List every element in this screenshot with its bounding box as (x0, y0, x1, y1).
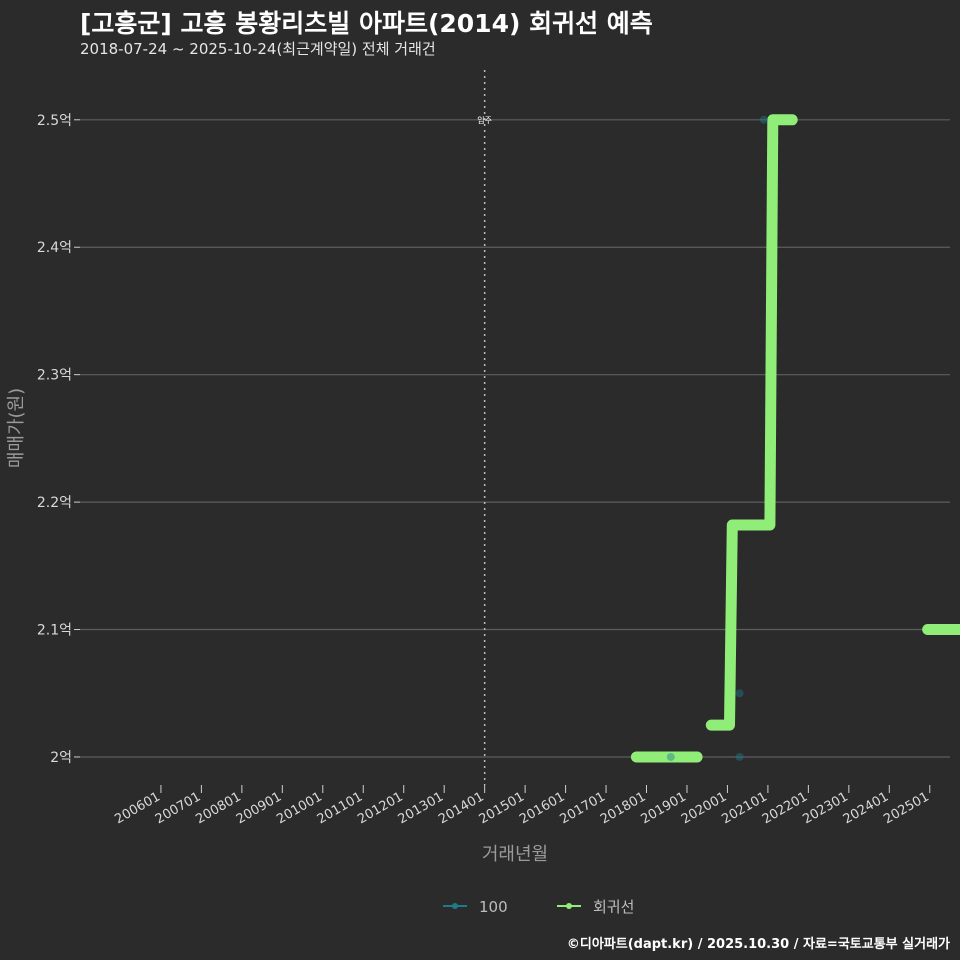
chart-title: [고흥군] 고흥 봉황리츠빌 아파트(2014) 회귀선 예측 (80, 9, 653, 38)
y-tick-label: 2.5억 (37, 113, 72, 129)
y-tick-label: 2.4억 (37, 240, 72, 256)
y-tick-label: 2.1억 (37, 623, 72, 639)
x-tick-label: 201501 (477, 789, 527, 827)
transaction-point (735, 689, 744, 698)
y-tick-label: 2억 (50, 750, 72, 766)
x-tick-label: 202501 (881, 789, 931, 827)
x-tick-label: 202401 (841, 789, 891, 827)
source-caption: ©디아파트(dapt.kr) / 2025.10.30 / 자료=국토교통부 실… (566, 937, 950, 952)
x-tick-label: 200901 (234, 789, 284, 827)
x-tick-label: 201001 (274, 789, 324, 827)
x-axis-ticks: 2006012007012008012009012010012011012012… (112, 785, 932, 827)
regression-line-segment (705, 114, 798, 731)
y-axis-ticks: 2억 2.1억 2.2억 2.3억 2.4억 2.5억 (37, 113, 80, 766)
legend-label: 100 (479, 898, 508, 916)
x-tick-label: 202101 (719, 789, 769, 827)
x-tick-label: 201901 (638, 789, 688, 827)
x-tick-label: 200601 (112, 789, 162, 827)
x-tick-label: 201101 (315, 789, 365, 827)
x-tick-label: 201801 (598, 789, 648, 827)
legend-swatch-point (452, 903, 458, 909)
x-tick-label: 202201 (760, 789, 810, 827)
transaction-point (759, 115, 768, 124)
x-tick-label: 202301 (800, 789, 850, 827)
series-layer (630, 114, 960, 763)
x-tick-label: 201601 (517, 789, 567, 827)
reference-line-layer: 입주 (477, 70, 492, 785)
x-tick-label: 201201 (355, 789, 405, 827)
x-tick-label: 200701 (153, 789, 203, 827)
y-tick-label: 2.3억 (37, 368, 72, 384)
move-in-label: 입주 (477, 116, 492, 125)
y-axis-label: 매매가(원) (6, 388, 27, 468)
x-tick-label: 201401 (436, 789, 486, 827)
x-tick-label: 202001 (679, 789, 729, 827)
legend-label: 회귀선 (593, 898, 634, 916)
x-axis-label: 거래년월 (482, 844, 548, 865)
x-tick-label: 201701 (558, 789, 608, 827)
x-tick-label: 201301 (396, 789, 446, 827)
x-tick-label: 200801 (193, 789, 243, 827)
chart-subtitle: 2018-07-24 ~ 2025-10-24(최근계약일) 전체 거래건 (80, 40, 436, 58)
legend-swatch-point (566, 903, 572, 909)
y-tick-label: 2.2억 (37, 495, 72, 511)
legend: 100 회귀선 (443, 898, 634, 916)
transaction-point (666, 752, 675, 761)
gridlines (80, 119, 950, 758)
transaction-point (735, 752, 744, 761)
